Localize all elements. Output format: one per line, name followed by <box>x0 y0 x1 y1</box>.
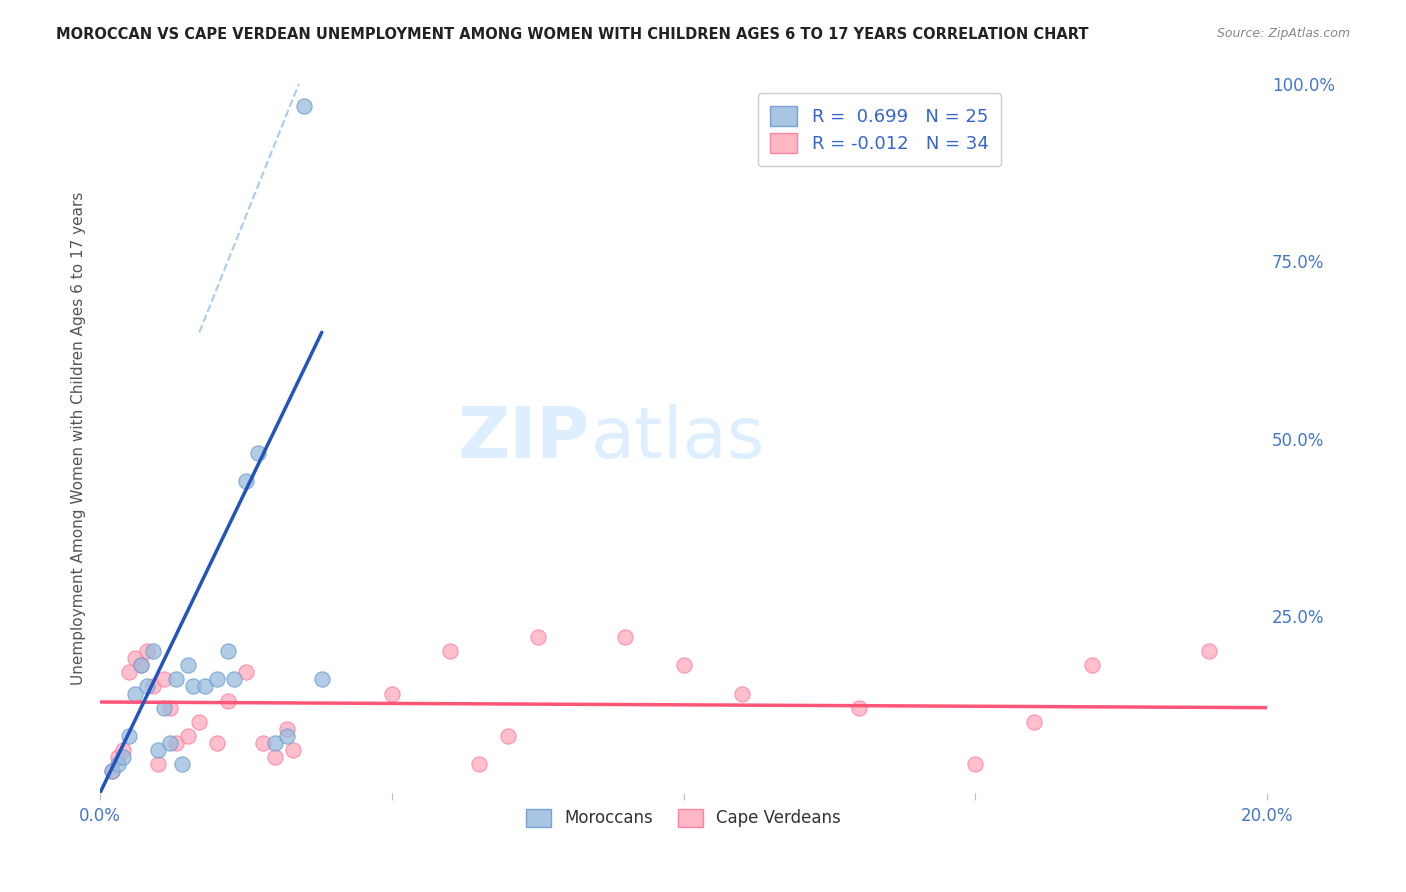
Point <box>118 729 141 743</box>
Point <box>165 736 187 750</box>
Point <box>148 757 170 772</box>
Point <box>1022 714 1045 729</box>
Point <box>135 644 157 658</box>
Point <box>235 665 257 680</box>
Text: MOROCCAN VS CAPE VERDEAN UNEMPLOYMENT AMONG WOMEN WITH CHILDREN AGES 6 TO 17 YEA: MOROCCAN VS CAPE VERDEAN UNEMPLOYMENT AM… <box>56 27 1088 42</box>
Point <box>170 757 193 772</box>
Point <box>1081 658 1104 673</box>
Point <box>205 736 228 750</box>
Point <box>217 693 239 707</box>
Point <box>264 736 287 750</box>
Point <box>107 750 129 764</box>
Point <box>468 757 491 772</box>
Point <box>176 658 198 673</box>
Point <box>439 644 461 658</box>
Point <box>672 658 695 673</box>
Point <box>153 673 176 687</box>
Point <box>188 714 211 729</box>
Point <box>614 630 637 644</box>
Text: ZIP: ZIP <box>458 404 591 473</box>
Point <box>124 686 146 700</box>
Point <box>159 700 181 714</box>
Point <box>281 743 304 757</box>
Point <box>276 722 298 736</box>
Point <box>217 644 239 658</box>
Point <box>176 729 198 743</box>
Point <box>112 743 135 757</box>
Point <box>264 750 287 764</box>
Point <box>129 658 152 673</box>
Text: atlas: atlas <box>591 404 765 473</box>
Point <box>1198 644 1220 658</box>
Point <box>235 474 257 488</box>
Point <box>205 673 228 687</box>
Point <box>135 680 157 694</box>
Point <box>311 673 333 687</box>
Point <box>101 764 124 779</box>
Point <box>112 750 135 764</box>
Point <box>224 673 246 687</box>
Point <box>101 764 124 779</box>
Legend: Moroccans, Cape Verdeans: Moroccans, Cape Verdeans <box>519 802 848 834</box>
Point <box>153 700 176 714</box>
Point <box>381 686 404 700</box>
Point <box>142 644 165 658</box>
Point <box>498 729 520 743</box>
Point <box>148 743 170 757</box>
Point <box>252 736 274 750</box>
Point <box>526 630 548 644</box>
Point <box>292 98 315 112</box>
Point <box>165 673 187 687</box>
Point <box>194 680 217 694</box>
Point <box>246 446 269 460</box>
Text: Source: ZipAtlas.com: Source: ZipAtlas.com <box>1216 27 1350 40</box>
Point <box>848 700 870 714</box>
Point <box>118 665 141 680</box>
Point <box>124 651 146 665</box>
Point <box>965 757 987 772</box>
Point <box>107 757 129 772</box>
Point <box>731 686 754 700</box>
Y-axis label: Unemployment Among Women with Children Ages 6 to 17 years: Unemployment Among Women with Children A… <box>72 192 86 685</box>
Point <box>159 736 181 750</box>
Point <box>129 658 152 673</box>
Point <box>142 680 165 694</box>
Point <box>183 680 205 694</box>
Point <box>276 729 298 743</box>
